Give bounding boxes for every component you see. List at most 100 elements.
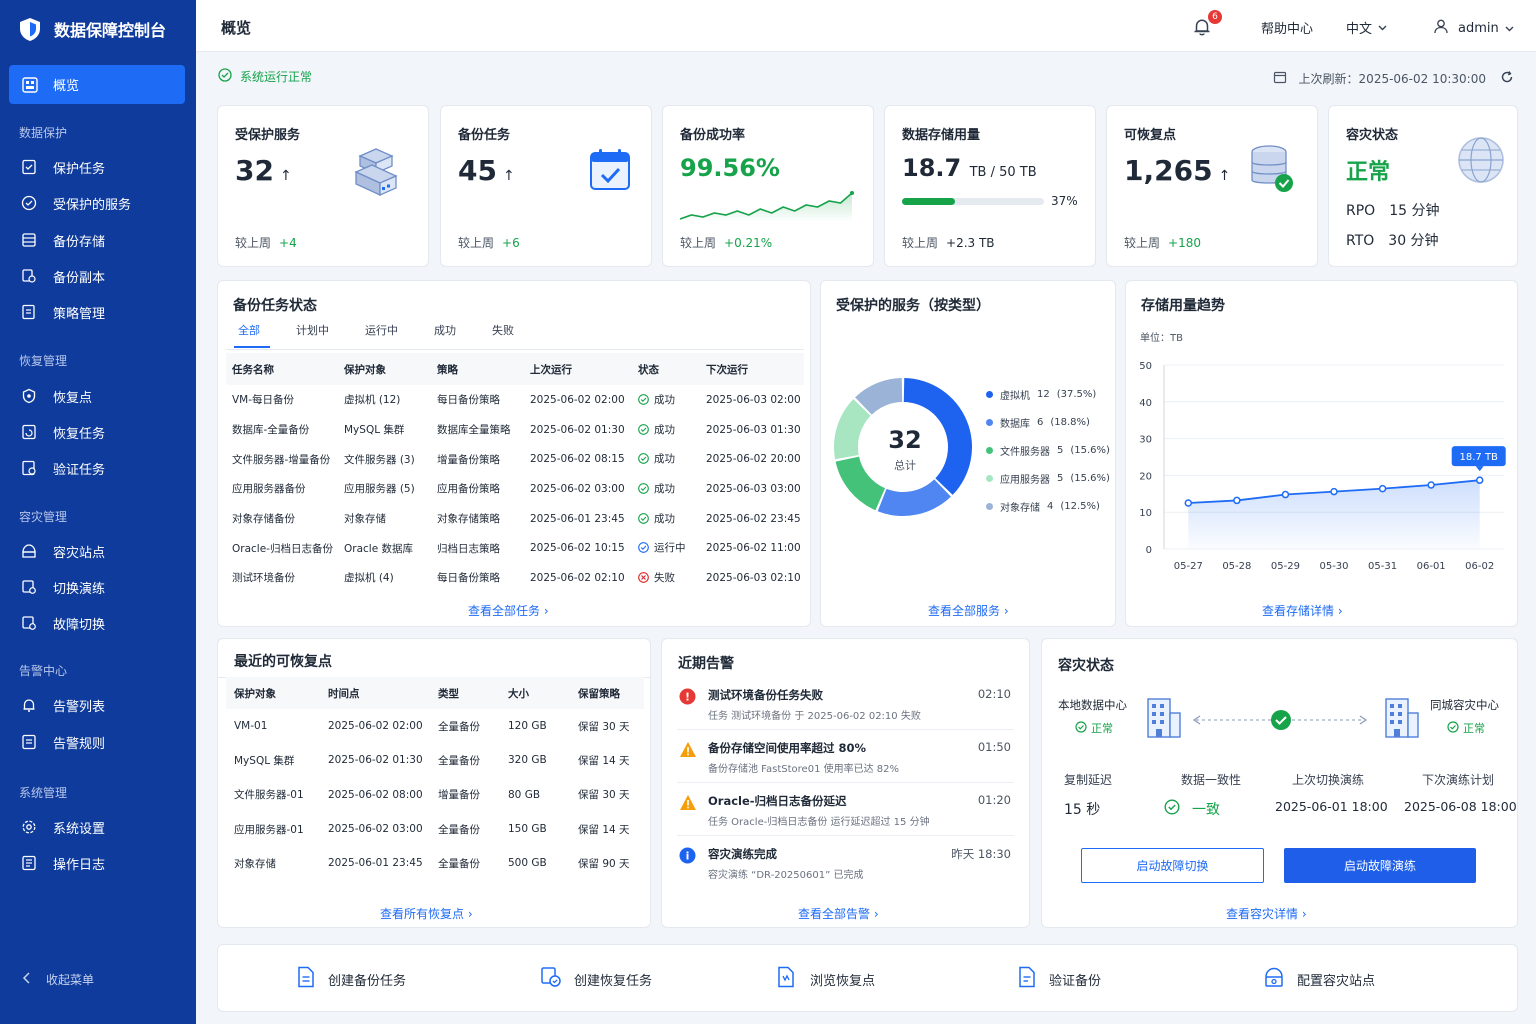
create-restore-task-action[interactable]: 创建恢复任务 [540, 966, 652, 992]
view-all-services-link[interactable]: 查看全部服务 › [928, 604, 1009, 618]
legend-item[interactable]: 数据库 6 (18.8%) [986, 415, 1090, 430]
language-select[interactable]: 中文 [1346, 18, 1387, 37]
view-all-tasks-link[interactable]: 查看全部任务 › [468, 604, 549, 618]
table-row[interactable]: 数据库-全量备份 MySQL 集群 数据库全量策略 2025-06-02 01:30 成… [226, 415, 804, 445]
table-row[interactable]: 应用服务器-01 2025-06-02 03:00 全量备份 150 GB 保留 14 … [226, 812, 644, 846]
copy-icon [20, 267, 38, 285]
donut-slice-4[interactable] [855, 378, 903, 415]
configure-dr-site-action[interactable]: 配置容灾站点 [1263, 966, 1375, 992]
restore-icon [540, 966, 562, 992]
table-row[interactable]: 对象存储 2025-06-01 23:45 全量备份 500 GB 保留 90 天 [226, 846, 644, 880]
donut-slice-0[interactable] [903, 378, 972, 495]
trend-point[interactable] [1330, 487, 1338, 496]
trend-point[interactable] [1427, 481, 1435, 489]
alert-item[interactable]: Oracle-归档日志备份延迟 01:20 任务 Oracle-归档日志备份 运行延… [662, 791, 1029, 844]
trend-point[interactable] [1378, 484, 1387, 493]
donut-slice-1[interactable] [877, 479, 951, 516]
start-drill-button[interactable]: 启动故障演练 [1284, 848, 1476, 883]
bell-icon[interactable] [1193, 17, 1211, 40]
legend-count: 12 [1037, 389, 1050, 400]
x-tick-label: 05-29 [1271, 561, 1300, 572]
browse-recovery-points-action[interactable]: 浏览恢复点 [776, 966, 875, 992]
table-row[interactable]: 测试环境备份 虚拟机 (4) 每日备份策略 2025-06-02 02:10 失败 202… [226, 563, 804, 593]
sidebar-item-backup-copies[interactable]: 备份副本 [20, 264, 105, 288]
sidebar-item-logs[interactable]: 操作日志 [20, 851, 105, 875]
table-cell: 成功 [638, 385, 706, 415]
kpi-protected-services[interactable]: 受保护服务 32 ↑ 较上周 +4 [217, 105, 429, 267]
donut-slice-3[interactable] [834, 399, 871, 460]
alert-title: 备份存储空间使用率超过 80% [708, 741, 867, 755]
refresh-icon[interactable] [1500, 70, 1514, 87]
legend-item[interactable]: 对象存储 4 (12.5%) [986, 499, 1100, 514]
alert-item[interactable]: ! 测试环境备份任务失败 02:10 任务 测试环境备份 于 2025-06-02 0… [662, 685, 1029, 738]
legend-item[interactable]: 虚拟机 12 (37.5%) [986, 387, 1096, 402]
sidebar-item-verify-tasks[interactable]: 验证任务 [20, 456, 105, 480]
sidebar-item-policy[interactable]: 策略管理 [20, 300, 105, 324]
sidebar-item-protected-services[interactable]: 受保护的服务 [20, 191, 131, 215]
verify-backup-action[interactable]: 验证备份 [1017, 966, 1101, 992]
view-all-recovery-points-link[interactable]: 查看所有恢复点 › [380, 907, 473, 921]
sidebar-item-settings[interactable]: 系统设置 [20, 815, 105, 839]
services-by-type-panel: 受保护的服务（按类型） 32 总计 虚拟机 12 (37.5%) 数据库 6 (18.8%… [820, 280, 1116, 627]
kpi-backup-tasks[interactable]: 备份任务 45 ↑ 较上周 +6 [440, 105, 652, 267]
view-all-alerts-link[interactable]: 查看全部告警 › [798, 907, 879, 921]
sidebar-item-overview[interactable]: 概览 [9, 65, 185, 104]
status-text: 成功 [654, 453, 675, 466]
table-cell: 全量备份 [438, 720, 480, 733]
kpi-backup-success-rate[interactable]: 备份成功率 99.56% 较上周 +0.21% [662, 105, 874, 267]
sidebar-item-alert-list[interactable]: 告警列表 [20, 693, 105, 717]
table-row[interactable]: 对象存储备份 对象存储 对象存储策略 2025-06-01 23:45 成功 2025-0… [226, 504, 804, 534]
table-row[interactable]: VM-01 2025-06-02 02:00 全量备份 120 GB 保留 30 天 [226, 709, 644, 743]
kpi-dr-status[interactable]: 容灾状态 正常 RPO 15 分钟 RTO 30 分钟 [1328, 105, 1518, 267]
brand[interactable]: 数据保障控制台 [18, 14, 166, 44]
user-icon [1433, 18, 1449, 38]
trend-point[interactable] [1281, 490, 1290, 499]
sidebar-item-backup-storage[interactable]: 备份存储 [20, 228, 105, 252]
table-cell: 每日备份策略 [437, 394, 500, 407]
tab-success[interactable]: 成功 [434, 324, 456, 337]
tab-all[interactable]: 全部 [234, 322, 270, 348]
storage-percent: 37% [1051, 194, 1078, 208]
view-dr-details-link[interactable]: 查看容灾详情 › [1226, 907, 1307, 921]
kpi-value: 99.56% [680, 154, 780, 182]
sidebar-item-recovery-tasks[interactable]: 恢复任务 [20, 420, 105, 444]
donut-slice-2[interactable] [835, 456, 886, 511]
trend-point[interactable] [1233, 496, 1241, 505]
help-center-link[interactable]: 帮助中心 [1261, 18, 1313, 37]
kpi-storage-usage[interactable]: 数据存储用量 18.7 TB / 50 TB 37% 较上周 +2.3 TB [884, 105, 1096, 267]
table-cell: 2025-06-02 01:30 [328, 754, 423, 767]
table-row[interactable]: Oracle-归档日志备份 Oracle 数据库 归档日志策略 2025-06-02 … [226, 533, 804, 563]
replication-link [1192, 710, 1368, 730]
table-row[interactable]: 文件服务器-01 2025-06-02 08:00 增量备份 80 GB 保留 30 天 [226, 778, 644, 812]
table-row[interactable]: VM-每日备份 虚拟机 (12) 每日备份策略 2025-06-02 02:00 成功 2… [226, 385, 804, 415]
create-backup-task-action[interactable]: 创建备份任务 [296, 966, 406, 992]
sidebar-item-switch-drill[interactable]: 切换演练 [20, 575, 105, 599]
table-row[interactable]: 应用服务器备份 应用服务器 (5) 应用备份策略 2025-06-02 03:00 成功… [226, 474, 804, 504]
globe-icon [1457, 136, 1505, 189]
alert-item[interactable]: 备份存储空间使用率超过 80% 01:50 备份存储池 FastStore01 使用… [662, 738, 1029, 791]
legend-item[interactable]: 应用服务器 5 (15.6%) [986, 471, 1110, 486]
rto-row: RTO 30 分钟 [1346, 233, 1439, 249]
table-cell: 增量备份策略 [437, 453, 500, 466]
table-row[interactable]: MySQL 集群 2025-06-02 01:30 全量备份 320 GB 保留 14 … [226, 743, 644, 777]
trend-point[interactable] [1475, 476, 1484, 484]
tab-failed[interactable]: 失败 [492, 324, 514, 337]
start-failover-button[interactable]: 启动故障切换 [1081, 848, 1264, 883]
legend-item[interactable]: 文件服务器 5 (15.6%) [986, 443, 1110, 458]
legend-pct: (37.5%) [1056, 389, 1097, 400]
kpi-recovery-points[interactable]: 可恢复点 1,265 ↑ 较上周 +180 [1106, 105, 1318, 267]
sidebar-item-recovery-points[interactable]: 恢复点 [20, 384, 92, 408]
alert-item[interactable]: i 容灾演练完成 昨天 18:30 容灾演练 “DR-20250601” 已完成 [662, 844, 1029, 897]
sidebar-item-failover[interactable]: 故障切换 [20, 611, 105, 635]
sidebar-item-alert-rules[interactable]: 告警规则 [20, 730, 105, 754]
sidebar-item-label: 受保护的服务 [53, 197, 132, 213]
sidebar-item-protection-tasks[interactable]: 保护任务 [20, 155, 105, 179]
trend-point[interactable] [1184, 499, 1193, 507]
collapse-menu-button[interactable]: 收起菜单 [22, 971, 94, 988]
tab-running[interactable]: 运行中 [365, 324, 398, 337]
tab-scheduled[interactable]: 计划中 [296, 324, 329, 337]
sidebar-item-dr-sites[interactable]: 容灾站点 [20, 539, 105, 563]
user-menu[interactable]: admin [1433, 18, 1514, 38]
table-row[interactable]: 文件服务器-增量备份 文件服务器 (3) 增量备份策略 2025-06-02 08:1… [226, 444, 804, 474]
view-storage-details-link[interactable]: 查看存储详情 › [1262, 604, 1343, 618]
